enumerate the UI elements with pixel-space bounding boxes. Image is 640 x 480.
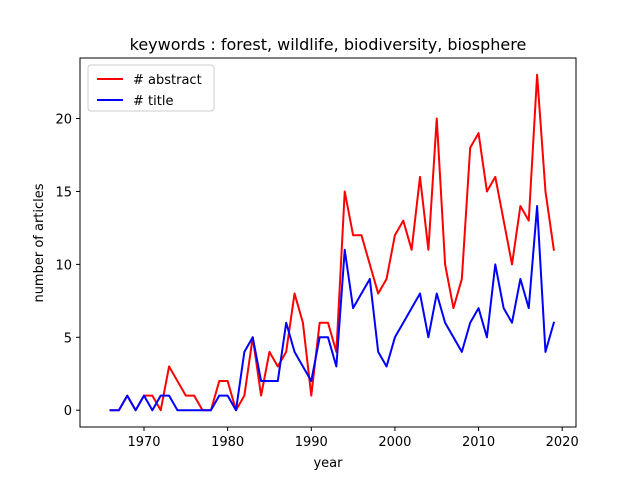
chart-title: keywords : forest, wildlife, biodiversit… <box>130 35 527 54</box>
axes-frame <box>79 57 577 428</box>
y-tick-label: 20 <box>55 113 72 128</box>
y-tick-label: 15 <box>55 185 72 200</box>
x-tick-label: 2020 <box>546 435 579 450</box>
x-tick-label: 1970 <box>127 435 160 450</box>
x-tick-label: 1980 <box>211 435 244 450</box>
x-axis-ticks: 1970 1980 1990 2000 2010 2020 <box>127 427 579 450</box>
legend: # abstract # title <box>87 64 215 112</box>
x-tick-label: 2000 <box>378 435 411 450</box>
plot-area <box>79 57 577 428</box>
y-tick-label: 10 <box>55 258 72 273</box>
legend-label: # abstract <box>133 73 202 88</box>
series-line-abstract <box>109 73 555 412</box>
x-tick-label: 1990 <box>295 435 328 450</box>
y-tick-label: 0 <box>64 404 72 419</box>
y-axis-label: number of articles <box>32 183 47 302</box>
x-tick-label: 2010 <box>462 435 495 450</box>
series-line-title <box>109 205 556 412</box>
x-axis-label: year <box>313 456 343 471</box>
legend-label: # title <box>133 94 173 109</box>
series-layer <box>109 73 556 412</box>
y-axis-ticks: 0 5 10 15 20 <box>55 113 80 419</box>
y-tick-label: 5 <box>64 331 72 346</box>
